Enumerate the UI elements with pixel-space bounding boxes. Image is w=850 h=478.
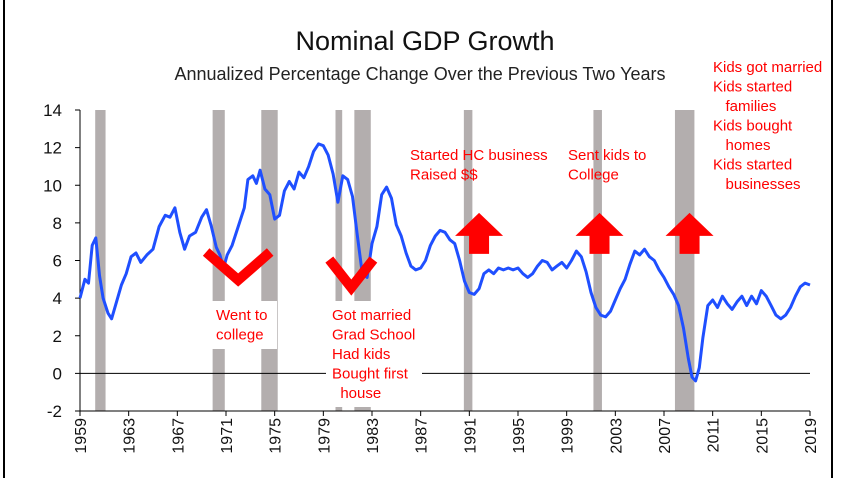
y-tick-label: 14 <box>43 101 62 120</box>
y-tick-label: 6 <box>53 252 62 271</box>
recession-band-7 <box>674 110 695 411</box>
up-arrow-marker <box>575 212 624 254</box>
gdp-series <box>78 142 811 383</box>
x-tick-label: 2015 <box>754 418 771 454</box>
check-marker <box>325 256 378 296</box>
y-tick-label: 0 <box>53 364 62 383</box>
y-tick-label: 2 <box>53 327 62 346</box>
annotation-text: Had kids <box>332 346 390 363</box>
up-arrow-marker <box>455 212 504 254</box>
recession-band-0 <box>95 110 106 411</box>
x-tick-label: 2019 <box>803 418 820 454</box>
annotation-text: Kids bought <box>713 118 793 135</box>
annotation-text: Kids started <box>713 157 792 174</box>
chart-title: Nominal GDP Growth <box>295 26 554 56</box>
x-tick-label: 1971 <box>219 418 236 454</box>
x-tick-label: 1995 <box>511 418 528 454</box>
annotation-background <box>326 301 422 407</box>
x-tick-label: 1991 <box>462 418 479 454</box>
x-tick-label: 1979 <box>316 418 333 454</box>
x-tick-label: 1967 <box>170 418 187 454</box>
y-tick-label: 10 <box>43 176 62 195</box>
series-line-0 <box>78 142 811 383</box>
annotation-text: Raised $$ <box>410 167 478 184</box>
annotation-text: house <box>332 385 381 402</box>
annotation-text: College <box>568 167 619 184</box>
life-annotations: Went to college Got married Grad School Had … <box>202 55 828 407</box>
annotation-text: Grad School <box>332 327 415 344</box>
annotation-text: homes <box>713 137 771 154</box>
y-tick-labels: -2 0 2 4 6 8 10 12 14 <box>43 101 62 421</box>
annotation-text: Started HC business <box>410 147 548 164</box>
annotation-text: Kids started <box>713 79 792 96</box>
x-tick-label: 1963 <box>122 418 139 454</box>
y-tick-label: 12 <box>43 139 62 158</box>
annotation-background <box>706 55 828 201</box>
y-tick-label: 4 <box>53 289 62 308</box>
x-tick-label: 1975 <box>268 418 285 454</box>
annotation-text: businesses <box>713 176 801 193</box>
up-arrow-marker <box>665 212 714 254</box>
y-tick-label: -2 <box>47 402 62 421</box>
annotation-text: Bought first <box>332 366 409 383</box>
chart-subtitle: Annualized Percentage Change Over the Pr… <box>175 64 666 84</box>
x-tick-label: 2011 <box>706 418 723 453</box>
annotation-text: college <box>216 327 264 344</box>
recession-band-5 <box>463 110 473 411</box>
x-tick-label: 2007 <box>657 418 674 454</box>
y-tick-label: 8 <box>53 214 62 233</box>
x-tick-label: 1999 <box>560 418 577 454</box>
x-tick-labels: 1959 1963 1967 1971 1975 1979 1983 1987 1991 1995… <box>73 418 820 454</box>
annotation-text: Sent kids to <box>568 147 646 164</box>
annotation-text: Kids got married <box>713 59 822 76</box>
annotation-text: Went to <box>216 307 267 324</box>
check-marker <box>202 248 274 287</box>
annotation-text: Got married <box>332 307 411 324</box>
annotation-background <box>207 301 277 349</box>
x-tick-label: 1959 <box>73 418 90 454</box>
recession-band-6 <box>593 110 602 411</box>
axes <box>75 109 811 416</box>
x-tick-label: 2003 <box>608 418 625 454</box>
x-tick-label: 1983 <box>365 418 382 454</box>
x-tick-label: 1987 <box>414 418 431 454</box>
recession-band-3 <box>335 110 343 411</box>
annotation-text: families <box>713 98 776 115</box>
